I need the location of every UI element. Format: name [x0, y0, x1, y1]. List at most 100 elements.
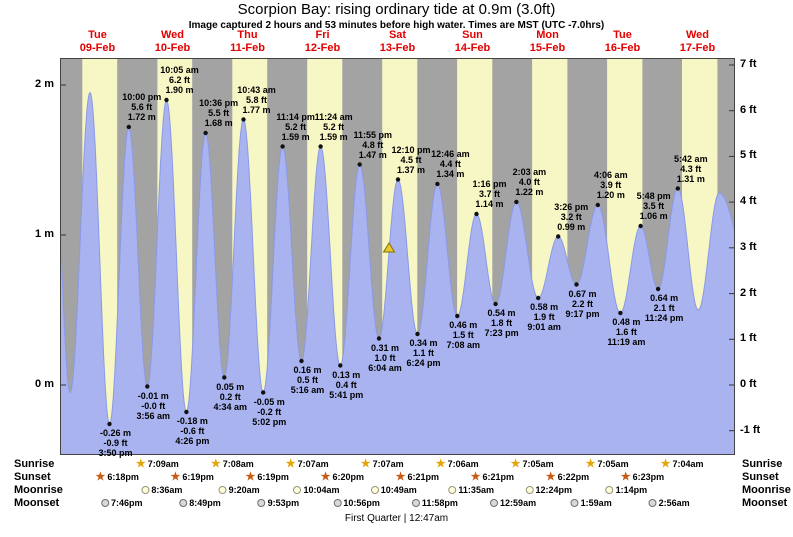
tide-extreme-label: 0.16 m 0.5 ft 5:16 am [291, 365, 325, 395]
tide-extreme-label: 10:05 am 6.2 ft 1.90 m [160, 65, 199, 95]
moonrise-icon [525, 486, 534, 494]
tide-extreme-label-line: 1.9 ft [533, 312, 555, 322]
date-label: Thu 11-Feb [210, 29, 285, 55]
tide-extreme-label-line: 1.59 m [281, 131, 310, 142]
tide-extreme-label-line: 11:14 pm [276, 111, 315, 122]
moonset-icon [179, 499, 188, 507]
moonset-label-left: Moonset [14, 497, 60, 509]
tide-extreme-label-line: 1.72 m [127, 112, 156, 122]
tide-extreme-dot [493, 301, 498, 307]
moonrise-time: 10:49am [370, 484, 417, 496]
moonrise-time: 1:14pm [605, 484, 648, 496]
tide-extreme-label-line: 2.2 ft [571, 298, 594, 309]
sunset-label-right: Sunset [742, 471, 779, 483]
moonrise-icon [370, 486, 379, 494]
moonrise-time: 12:24pm [525, 484, 572, 496]
tide-extreme-label-line: 0.58 m [530, 302, 559, 312]
tide-extreme-dot [299, 358, 304, 364]
moonset-time: 2:56am [648, 497, 690, 509]
date-day-name: Sun [462, 29, 483, 41]
moonset-label-right: Moonset [742, 497, 788, 509]
sunrise-time-text: 7:07am [372, 459, 404, 469]
tide-extreme-label-line: 4.5 ft [400, 154, 422, 165]
sunset-icon: ★ [470, 471, 481, 483]
moonset-time: 12:59am [490, 497, 536, 509]
date-day-name: Tue [613, 29, 632, 41]
sunrise-time-text: 7:09am [147, 459, 179, 469]
sunrise-icon: ★ [660, 458, 671, 470]
sunset-time: ★ 6:21pm [471, 471, 514, 483]
tide-extreme-label: -0.05 m -0.2 ft 5:02 pm [252, 397, 286, 427]
sunrise-time: ★ 7:08am [211, 458, 254, 470]
tide-extreme-label-line: 1.34 m [436, 169, 465, 179]
sunset-time: ★ 6:21pm [396, 471, 439, 483]
moonset-time-text: 2:56am [658, 498, 690, 508]
tide-extreme-label-line: -0.18 m [176, 416, 208, 426]
moon-phase-footer: First Quarter | 12:47am [344, 513, 449, 524]
moonrise-time: 11:35am [448, 484, 494, 496]
moonrise-time-text: 11:35am [458, 485, 494, 495]
tide-extreme-label-line: 11:24 pm [644, 313, 684, 323]
tide-extreme-dot [536, 295, 541, 301]
moonset-time-text: 12:59am [500, 498, 537, 508]
date-label: Sat 13-Feb [360, 29, 435, 55]
tide-extreme-dot [107, 421, 112, 427]
moonset-time-text: 1:59am [580, 498, 612, 508]
sunrise-time: ★ 7:09am [136, 458, 179, 470]
tide-extreme-label-line: 10:05 am [160, 65, 199, 75]
moonrise-icon [218, 486, 227, 494]
tide-extreme-label-line: 0.99 m [557, 221, 586, 232]
sunset-label-left: Sunset [14, 471, 51, 483]
moonset-time-text: 9:53pm [267, 498, 300, 508]
sunset-time-text: 6:21pm [407, 472, 440, 482]
moonset-icon [257, 499, 266, 507]
tide-extreme-label-line: 1.31 m [676, 173, 705, 184]
tide-extreme-dot [357, 162, 362, 167]
moonrise-time: 8:36am [141, 484, 182, 496]
y-axis-label-feet: 1 ft [740, 332, 757, 345]
moonrise-icon [605, 486, 614, 494]
date-label: Mon 15-Feb [510, 29, 585, 55]
tide-extreme-label: 10:36 pm 5.5 ft 1.68 m [199, 98, 238, 128]
y-axis-label-meters: 1 m [35, 228, 54, 240]
tide-extreme-label: 0.05 m 0.2 ft 4:34 am [214, 382, 248, 412]
tide-extreme-label: -0.01 m -0.0 ft 3:56 am [137, 391, 171, 421]
tide-extreme-label-line: 0.54 m [487, 308, 516, 318]
tide-extreme-label-line: 2.1 ft [653, 303, 675, 313]
sunset-time-text: 6:21pm [482, 472, 515, 482]
sunset-time: ★ 6:20pm [321, 471, 364, 483]
date-day-name: Mon [536, 29, 559, 41]
sunset-icon: ★ [320, 471, 331, 483]
y-axis-label-feet: 5 ft [740, 149, 757, 162]
tide-extreme-dot [126, 124, 131, 130]
tide-extreme-dot [618, 310, 623, 316]
tide-extreme-dot [675, 186, 680, 191]
tide-extreme-label-line: -0.0 ft [141, 400, 166, 411]
tide-area [60, 92, 735, 455]
date-label: Sun 14-Feb [435, 29, 510, 55]
date-day-date: 09-Feb [79, 42, 116, 54]
tide-extreme-label: 12:46 am 4.4 ft 1.34 m [431, 149, 470, 179]
tide-extreme-dot [318, 144, 323, 149]
tide-extreme-label-line: 6.2 ft [168, 75, 190, 85]
tide-extreme-label-line: 4:34 am [213, 401, 248, 412]
tide-extreme-label: 4:06 am 3.9 ft 1.20 m [594, 170, 628, 200]
sunset-time-text: 6:22pm [557, 472, 590, 482]
moonrise-icon [448, 486, 457, 494]
sunset-time: ★ 6:22pm [546, 471, 589, 483]
tide-extreme-dot [164, 97, 169, 103]
sunset-time-text: 6:19pm [257, 472, 289, 482]
tide-extreme-label-line: 0.05 m [216, 381, 245, 392]
tide-extreme-dot [435, 181, 440, 187]
date-day-name: Thu [237, 29, 258, 41]
moonrise-label-right: Moonrise [742, 484, 791, 496]
moonrise-time-text: 1:14pm [615, 485, 648, 495]
tide-extreme-label-line: 7:23 pm [484, 328, 519, 338]
tide-plot-svg [59, 58, 736, 455]
moonset-icon [101, 499, 110, 507]
sunset-icon: ★ [95, 471, 106, 483]
date-day-name: Wed [160, 29, 185, 41]
tide-extreme-label: 0.34 m 1.1 ft 6:24 pm [406, 338, 440, 368]
tide-extreme-label-line: 1.1 ft [412, 348, 435, 358]
date-day-date: 17-Feb [679, 42, 716, 54]
